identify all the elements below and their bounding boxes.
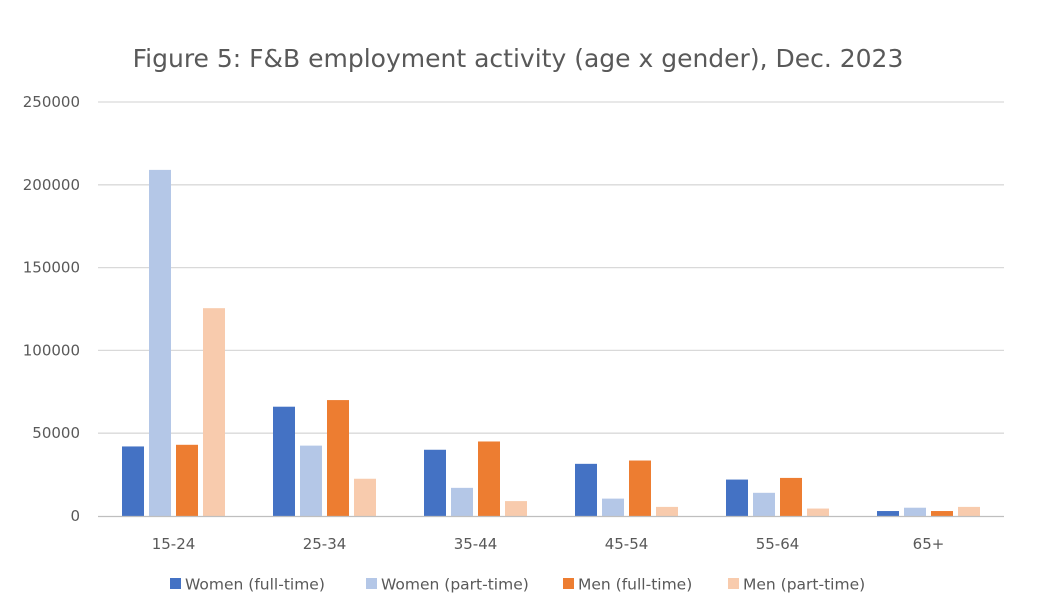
y-tick-label: 50000	[32, 424, 80, 442]
legend-label: Women (part-time)	[381, 576, 529, 594]
bar	[327, 400, 349, 516]
y-tick-label: 0	[70, 507, 80, 525]
bar	[931, 511, 953, 516]
legend-swatch	[728, 578, 739, 589]
bar	[904, 507, 926, 516]
legend-swatch	[366, 578, 377, 589]
x-tick-label: 55-64	[756, 535, 800, 553]
bar	[877, 511, 899, 516]
legend-swatch	[170, 578, 181, 589]
bar	[300, 445, 322, 516]
x-tick-label: 65+	[913, 535, 945, 553]
bar	[505, 501, 527, 516]
bar	[753, 492, 775, 516]
legend-label: Men (full-time)	[578, 576, 692, 594]
x-tick-label: 35-44	[454, 535, 498, 553]
bar	[602, 498, 624, 516]
x-tick-label: 15-24	[152, 535, 196, 553]
y-tick-label: 250000	[23, 93, 80, 111]
bar	[726, 479, 748, 516]
bar	[122, 446, 144, 516]
bar	[958, 506, 980, 516]
bar	[149, 169, 171, 516]
bar	[451, 487, 473, 516]
bar	[354, 478, 376, 516]
x-axis-ticks: 15-24 25-34 35-44 45-54 55-64 65+	[152, 535, 945, 553]
y-axis-ticks: 0 50000 100000 150000 200000 250000	[23, 93, 80, 525]
legend-swatch	[563, 578, 574, 589]
legend-label: Women (full-time)	[185, 576, 325, 594]
bar	[176, 444, 198, 516]
bar	[629, 460, 651, 516]
bar	[807, 508, 829, 516]
y-tick-label: 100000	[23, 341, 80, 359]
bar	[273, 406, 295, 516]
bar	[780, 477, 802, 516]
x-tick-label: 45-54	[605, 535, 649, 553]
bar	[575, 463, 597, 516]
bar	[478, 441, 500, 516]
y-tick-label: 150000	[23, 259, 80, 277]
x-tick-label: 25-34	[303, 535, 347, 553]
bar	[656, 506, 678, 516]
legend-label: Men (part-time)	[743, 576, 865, 594]
y-tick-label: 200000	[23, 176, 80, 194]
chart-title: Figure 5: F&B employment activity (age x…	[133, 44, 904, 73]
bar	[424, 449, 446, 516]
legend: Women (full-time) Women (part-time) Men (f…	[170, 576, 865, 594]
bars	[122, 169, 980, 516]
gridlines	[98, 101, 1004, 434]
bar	[203, 308, 225, 516]
